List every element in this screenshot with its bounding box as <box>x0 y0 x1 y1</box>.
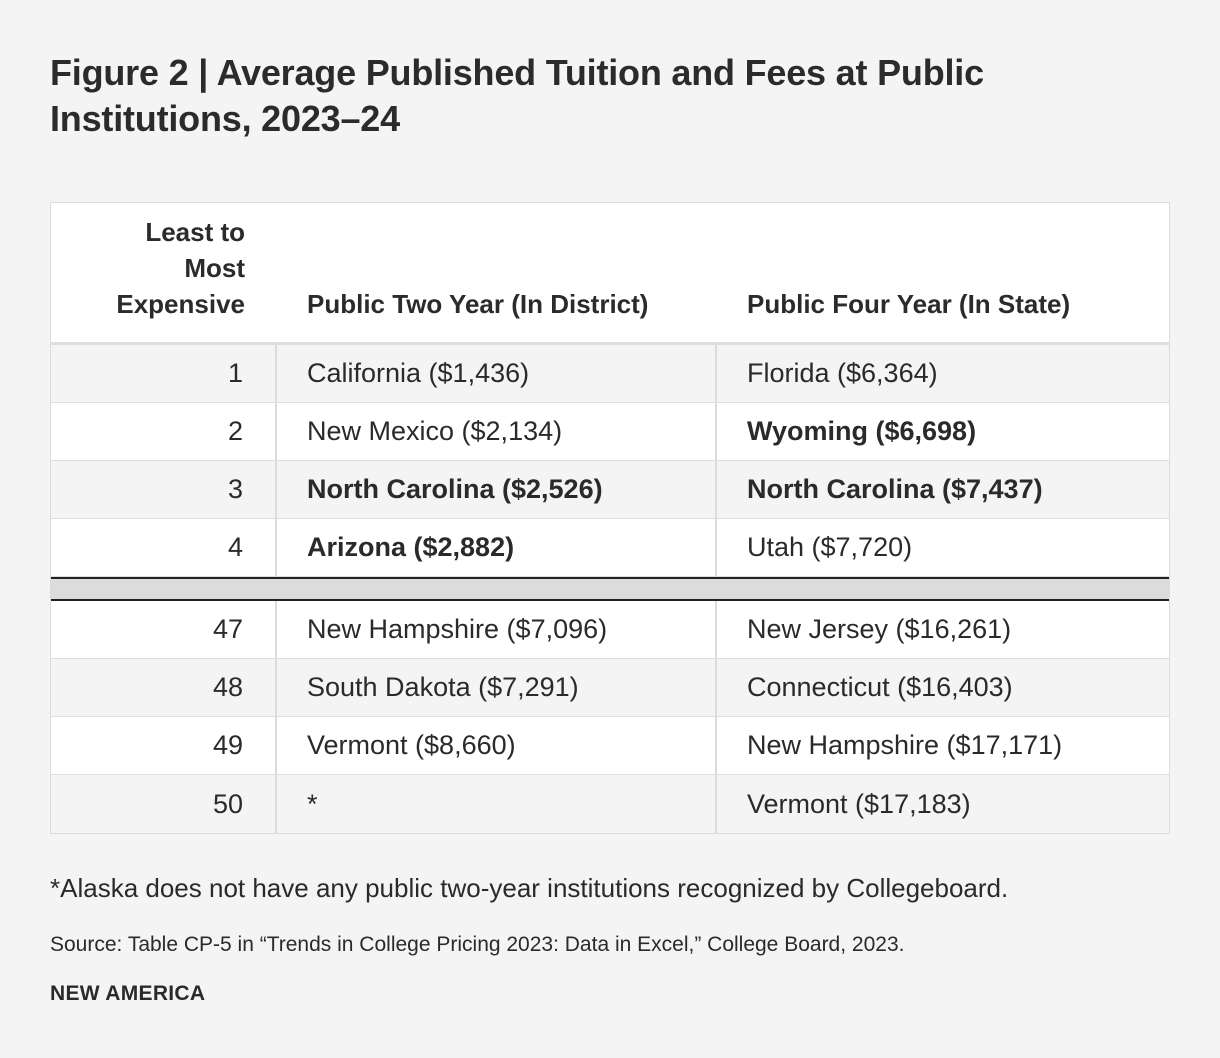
two-year-cell: California ($1,436) <box>277 345 717 402</box>
rank-cell-text: 47 <box>212 614 243 644</box>
two-year-cell-text: New Hampshire ($7,096) <box>307 614 608 644</box>
two-year-cell: Vermont ($8,660) <box>277 717 717 774</box>
rank-cell: 49 <box>51 717 277 774</box>
four-year-cell: New Hampshire ($17,171) <box>717 717 1169 774</box>
four-year-cell: Utah ($7,720) <box>717 519 1169 576</box>
header-cell-four-year: Public Four Year (In State) <box>717 203 1169 342</box>
rank-cell: 50 <box>51 775 277 833</box>
rank-cell-text: 3 <box>227 474 243 504</box>
two-year-cell: Arizona ($2,882) <box>277 519 717 576</box>
header-rank-label: Least to Most Expensive <box>116 217 245 319</box>
four-year-cell: Florida ($6,364) <box>717 345 1169 402</box>
two-year-cell-text: California ($1,436) <box>307 358 530 388</box>
brand-name: NEW AMERICA <box>50 982 206 1005</box>
four-year-cell-text: New Jersey ($16,261) <box>747 614 1012 644</box>
header-cell-two-year: Public Two Year (In District) <box>277 203 717 342</box>
source-note: Source: Table CP-5 in “Trends in College… <box>50 933 905 956</box>
four-year-cell-text: Vermont ($17,183) <box>747 788 971 819</box>
two-year-cell-text: New Mexico ($2,134) <box>307 416 563 446</box>
rank-cell-text: 1 <box>227 358 243 388</box>
four-year-cell-text: Wyoming ($6,698) <box>747 416 977 446</box>
rank-cell-text: 2 <box>227 416 243 446</box>
four-year-cell-text: New Hampshire ($17,171) <box>747 730 1063 760</box>
four-year-cell-text: Utah ($7,720) <box>747 532 913 562</box>
four-year-cell-text: North Carolina ($7,437) <box>747 474 1043 504</box>
four-year-cell: New Jersey ($16,261) <box>717 601 1169 658</box>
table-row: 47 New Hampshire ($7,096) New Jersey ($16,… <box>51 601 1169 659</box>
header-cell-rank: Least to Most Expensive <box>51 203 277 342</box>
four-year-cell: North Carolina ($7,437) <box>717 461 1169 518</box>
two-year-cell-text: North Carolina ($2,526) <box>307 474 603 504</box>
figure-title: Figure 2 | Average Published Tuition and… <box>50 52 984 139</box>
table-row: 1 California ($1,436) Florida ($6,364) <box>51 345 1169 403</box>
footnote: *Alaska does not have any public two-yea… <box>50 873 1009 903</box>
table-row: 3 North Carolina ($2,526) North Carolina (… <box>51 461 1169 519</box>
table-header-row: Least to Most Expensive Public Two Year … <box>51 203 1169 345</box>
four-year-cell: Wyoming ($6,698) <box>717 403 1169 460</box>
two-year-cell-text: South Dakota ($7,291) <box>307 672 579 702</box>
two-year-cell: * <box>277 775 717 833</box>
table-row: 2 New Mexico ($2,134) Wyoming ($6,698) <box>51 403 1169 461</box>
rank-cell: 4 <box>51 519 277 576</box>
table-row: 4 Arizona ($2,882) Utah ($7,720) <box>51 519 1169 577</box>
table-section-divider <box>51 577 1169 601</box>
rank-cell-text: 50 <box>212 788 243 819</box>
rank-cell: 48 <box>51 659 277 716</box>
four-year-cell-text: Connecticut ($16,403) <box>747 672 1013 702</box>
rank-cell-text: 48 <box>212 672 243 702</box>
table-body-top: 1 California ($1,436) Florida ($6,364) 2 New… <box>51 345 1169 577</box>
two-year-cell-text: * <box>307 788 318 819</box>
two-year-cell-text: Arizona ($2,882) <box>307 532 515 562</box>
header-two-year-label: Public Two Year (In District) <box>307 289 649 319</box>
four-year-cell: Connecticut ($16,403) <box>717 659 1169 716</box>
table-row: 49 Vermont ($8,660) New Hampshire ($17,171… <box>51 717 1169 775</box>
two-year-cell: South Dakota ($7,291) <box>277 659 717 716</box>
tuition-table: Least to Most Expensive Public Two Year … <box>50 202 1170 834</box>
table-body-bottom: 47 New Hampshire ($7,096) New Jersey ($16,… <box>51 601 1169 833</box>
four-year-cell-text: Florida ($6,364) <box>747 358 938 388</box>
rank-cell-text: 49 <box>212 730 243 760</box>
rank-cell: 47 <box>51 601 277 658</box>
rank-cell: 1 <box>51 345 277 402</box>
header-four-year-label: Public Four Year (In State) <box>747 289 1071 319</box>
two-year-cell: North Carolina ($2,526) <box>277 461 717 518</box>
two-year-cell: New Hampshire ($7,096) <box>277 601 717 658</box>
four-year-cell: Vermont ($17,183) <box>717 775 1169 833</box>
rank-cell: 3 <box>51 461 277 518</box>
table-row: 50 * Vermont ($17,183) <box>51 775 1169 833</box>
table-row: 48 South Dakota ($7,291) Connecticut ($16,… <box>51 659 1169 717</box>
two-year-cell: New Mexico ($2,134) <box>277 403 717 460</box>
two-year-cell-text: Vermont ($8,660) <box>307 730 516 760</box>
rank-cell-text: 4 <box>227 532 243 562</box>
rank-cell: 2 <box>51 403 277 460</box>
